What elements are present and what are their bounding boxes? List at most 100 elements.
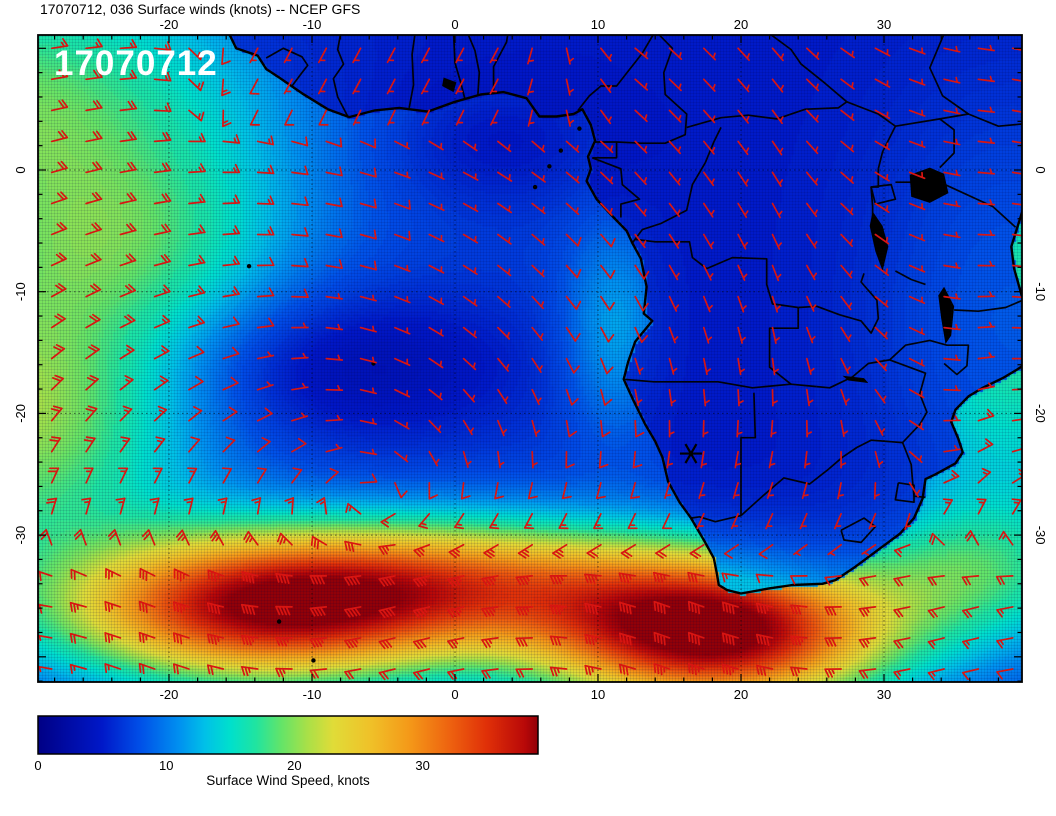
wind-barb: [386, 47, 396, 64]
wind-barb: [119, 344, 135, 360]
island-dot: [311, 658, 316, 663]
wind-barb: [352, 109, 362, 126]
wind-barb: [1011, 498, 1022, 515]
wind-barb: [977, 382, 995, 391]
wind-barb: [172, 632, 190, 645]
wind-barb: [85, 99, 103, 112]
wind-barb: [702, 47, 717, 61]
wind-barb: [412, 668, 431, 681]
wind-barb: [172, 601, 190, 614]
coastline: [228, 35, 1022, 595]
wind-barb: [462, 295, 478, 307]
wind-barb: [600, 140, 614, 154]
wind-barb: [47, 467, 60, 484]
wind-barb: [152, 467, 163, 484]
wind-barb: [81, 497, 92, 515]
geography-layer: [228, 35, 1022, 663]
wind-barb: [737, 388, 744, 407]
wind-barb: [359, 473, 378, 484]
lat-tick-label-left: -10: [13, 282, 28, 301]
wind-barb: [119, 69, 138, 81]
wind-barb: [85, 405, 98, 422]
wind-barb: [698, 481, 706, 499]
wind-barb: [620, 543, 637, 559]
wind-barb: [737, 171, 749, 187]
wind-barb: [256, 164, 275, 175]
wind-barb: [497, 326, 511, 340]
grid-lines: [38, 35, 1022, 682]
wind-barb: [584, 602, 602, 615]
wind-barb: [702, 78, 716, 92]
wind-barb: [805, 140, 819, 155]
map-frame: [37, 34, 1023, 683]
wind-barb: [240, 634, 259, 646]
wind-barb: [527, 481, 538, 500]
wind-barb: [515, 668, 534, 678]
wind-barb: [527, 78, 535, 96]
wind-barb: [359, 418, 378, 425]
wind-barb: [943, 107, 961, 115]
wind-barb: [805, 295, 817, 312]
wind-barb: [188, 47, 205, 61]
wind-barb: [418, 512, 431, 530]
wind-barb: [634, 388, 643, 407]
wind-barb: [73, 528, 87, 546]
wind-barb: [119, 100, 138, 112]
wind-barb: [565, 109, 575, 127]
lat-tick-label-left: -20: [13, 404, 28, 423]
wind-barb: [634, 326, 649, 344]
wind-barb: [119, 253, 137, 267]
wind-barb: [325, 137, 343, 148]
lon-tick-label-top: -20: [160, 17, 179, 32]
wind-barb: [908, 357, 925, 367]
wind-barb: [497, 233, 512, 245]
wind-barb: [531, 326, 544, 341]
wind-barb: [243, 530, 259, 546]
wind-barb: [868, 512, 877, 530]
wind-barb: [188, 163, 206, 174]
wind-barb: [251, 497, 262, 515]
wind-barb: [291, 165, 309, 176]
wind-barb: [256, 467, 267, 484]
wind-barb: [840, 140, 855, 153]
wind-barb: [85, 38, 103, 50]
wind-barb: [119, 161, 137, 174]
axis-labels: -20 -20 -10 -10 0 0 10 10 20 20 30 30 0 0 -10 -10 -20 -20…: [13, 17, 1048, 702]
wind-barb: [824, 575, 842, 586]
wind-barb: [771, 47, 785, 62]
wind-barb: [908, 233, 926, 242]
wind-barb: [83, 467, 94, 484]
country-border: [623, 378, 817, 389]
wind-barb: [517, 543, 534, 559]
colorbar-tick-label: 20: [287, 758, 301, 773]
wind-barb: [977, 106, 996, 114]
country-border: [635, 238, 799, 309]
wind-barb: [702, 171, 715, 187]
wind-barb: [104, 663, 122, 674]
wind-barb: [668, 171, 681, 186]
wind-barb: [768, 450, 776, 469]
wind-barb: [119, 222, 137, 236]
wind-barb: [462, 357, 477, 371]
wind-barb: [840, 357, 851, 374]
wind-barb: [221, 78, 231, 97]
wind-barb: [977, 44, 996, 52]
wind-barb: [549, 635, 568, 646]
wind-barb: [593, 512, 604, 530]
wind-barb: [927, 637, 945, 650]
wind-barb: [805, 264, 818, 281]
wind-barb: [378, 668, 396, 681]
wind-barb: [420, 78, 431, 95]
wind-barb: [50, 405, 63, 422]
wind-barb: [531, 233, 546, 246]
wind-barb: [481, 575, 499, 587]
wind-barb: [977, 168, 996, 175]
wind-barb: [600, 388, 613, 406]
wind-barbs-layer: [38, 37, 1022, 681]
wind-barb: [618, 601, 637, 615]
wind-barb: [565, 140, 580, 153]
wind-barb: [104, 600, 122, 613]
wind-barb: [394, 481, 408, 499]
wind-barb: [943, 444, 961, 453]
wind-barb: [188, 285, 206, 298]
